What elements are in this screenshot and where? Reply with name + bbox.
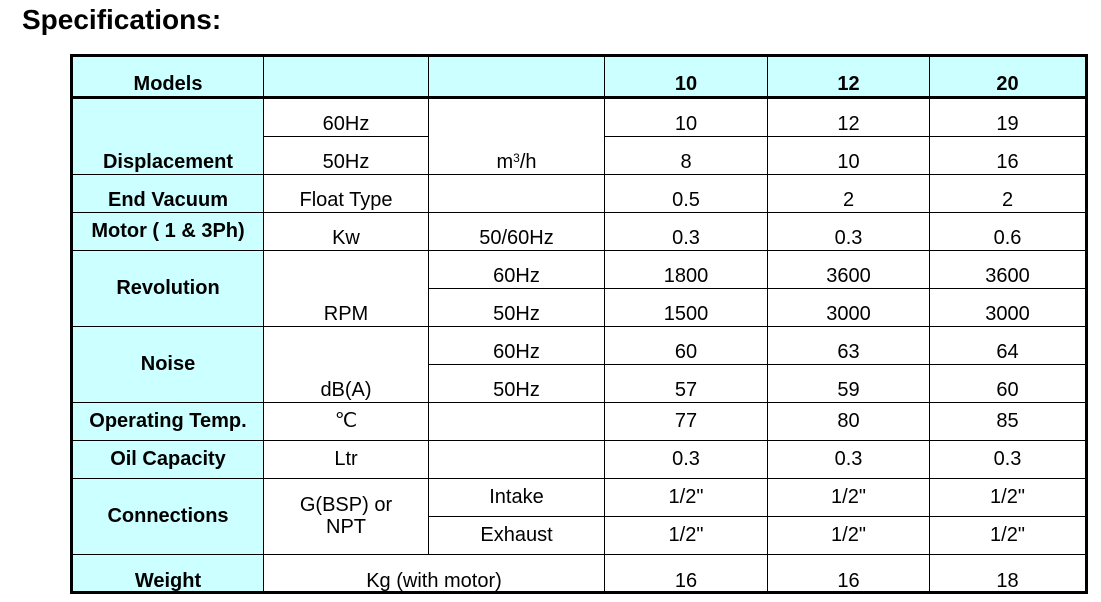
- page-title: Specifications:: [22, 4, 222, 35]
- condition: 60Hz: [428, 326, 605, 365]
- table-row: Connections G(BSP) or NPT Intake 1/2" 1/2…: [71, 478, 1087, 555]
- table-row: Operating Temp. ℃ 77 80 85: [71, 402, 1087, 441]
- condition: Exhaust: [428, 516, 605, 555]
- value: 2: [929, 174, 1087, 213]
- value: 16: [767, 554, 930, 593]
- empty-cell: [263, 55, 429, 99]
- empty-cell: [428, 55, 605, 99]
- unit-base: m: [496, 151, 514, 173]
- value: 1500: [604, 288, 768, 327]
- value: 16: [929, 136, 1087, 175]
- unit-line: NPT: [326, 516, 366, 538]
- value: 10: [604, 97, 768, 137]
- value: 60: [604, 326, 768, 365]
- row-label: Motor ( 1 & 3Ph): [71, 212, 264, 251]
- value: 3600: [767, 250, 930, 289]
- value: 8: [604, 136, 768, 175]
- value: 1/2": [929, 516, 1087, 555]
- value: 0.3: [604, 212, 768, 251]
- value: 3000: [929, 288, 1087, 327]
- condition: 50Hz: [263, 136, 429, 175]
- row-label: End Vacuum: [71, 174, 264, 213]
- value: 12: [767, 97, 930, 137]
- table-row: Noise dB(A) 60Hz 60 63 64: [71, 326, 1087, 403]
- condition: 60Hz: [263, 97, 429, 137]
- table-row: 50Hz 1500 3000 3000: [72, 288, 1087, 327]
- value: 1/2": [604, 516, 768, 555]
- row-label: Connections: [71, 478, 264, 555]
- unit: m3/h: [428, 97, 605, 175]
- row-label: Operating Temp.: [71, 402, 264, 441]
- unit: ℃: [263, 402, 429, 441]
- table-row: Revolution RPM 60Hz 1800 3600 3600: [71, 250, 1087, 327]
- unit-line: G(BSP) or: [299, 494, 393, 516]
- unit: RPM: [263, 250, 429, 327]
- value: 19: [929, 97, 1087, 137]
- value: 85: [929, 402, 1087, 441]
- value: 1/2": [604, 478, 768, 517]
- value: 57: [604, 364, 768, 403]
- value: 3600: [929, 250, 1087, 289]
- value: 16: [604, 554, 768, 593]
- value: 0.6: [929, 212, 1087, 251]
- table-row: End Vacuum Float Type 0.5 2 2: [71, 174, 1087, 213]
- unit: Kw: [263, 212, 429, 251]
- unit-suffix: /h: [519, 151, 537, 173]
- value: 0.3: [929, 440, 1087, 479]
- value: 3000: [767, 288, 930, 327]
- value: 1/2": [929, 478, 1087, 517]
- empty-cell: [428, 440, 605, 479]
- row-label: Displacement: [71, 97, 264, 175]
- specifications-table: Models 10 12 20 Displacement 60Hz m3/h 1…: [70, 54, 1088, 594]
- unit: Ltr: [263, 440, 429, 479]
- row-label: Noise: [71, 326, 264, 403]
- table-row: Oil Capacity Ltr 0.3 0.3 0.3: [71, 440, 1087, 479]
- unit: Kg (with motor): [263, 554, 605, 593]
- condition: Float Type: [263, 174, 429, 213]
- unit-sup: 3: [513, 151, 520, 165]
- value: 0.3: [767, 440, 930, 479]
- row-label: Revolution: [71, 250, 264, 327]
- table-row: Weight Kg (with motor) 16 16 18: [71, 554, 1087, 593]
- value: 1800: [604, 250, 768, 289]
- condition: 50/60Hz: [428, 212, 605, 251]
- model-header: 10: [604, 55, 768, 99]
- value: 10: [767, 136, 930, 175]
- value: 0.5: [604, 174, 768, 213]
- condition: 50Hz: [428, 364, 605, 403]
- unit: dB(A): [263, 326, 429, 403]
- row-label: Weight: [71, 554, 264, 593]
- value: 59: [767, 364, 930, 403]
- value: 18: [929, 554, 1087, 593]
- value: 63: [767, 326, 930, 365]
- condition: Intake: [428, 478, 605, 517]
- value: 64: [929, 326, 1087, 365]
- value: 1/2": [767, 478, 930, 517]
- value: 0.3: [604, 440, 768, 479]
- value: 77: [604, 402, 768, 441]
- empty-cell: [428, 174, 605, 213]
- table-row: Motor ( 1 & 3Ph) Kw 50/60Hz 0.3 0.3 0.6: [71, 212, 1087, 251]
- value: 60: [929, 364, 1087, 403]
- empty-cell: [428, 402, 605, 441]
- condition: 60Hz: [428, 250, 605, 289]
- value: 0.3: [767, 212, 930, 251]
- value: 1/2": [767, 516, 930, 555]
- header-row: Models 10 12 20: [71, 55, 1087, 99]
- row-label: Oil Capacity: [71, 440, 264, 479]
- table-row: 50Hz 57 59 60: [72, 364, 1087, 403]
- condition: 50Hz: [428, 288, 605, 327]
- unit: G(BSP) or NPT: [263, 478, 429, 555]
- table-row: Displacement 60Hz m3/h 10 12 19: [71, 97, 1087, 175]
- models-label: Models: [71, 55, 264, 99]
- value: 80: [767, 402, 930, 441]
- value: 2: [767, 174, 930, 213]
- model-header: 20: [929, 55, 1087, 99]
- model-header: 12: [767, 55, 930, 99]
